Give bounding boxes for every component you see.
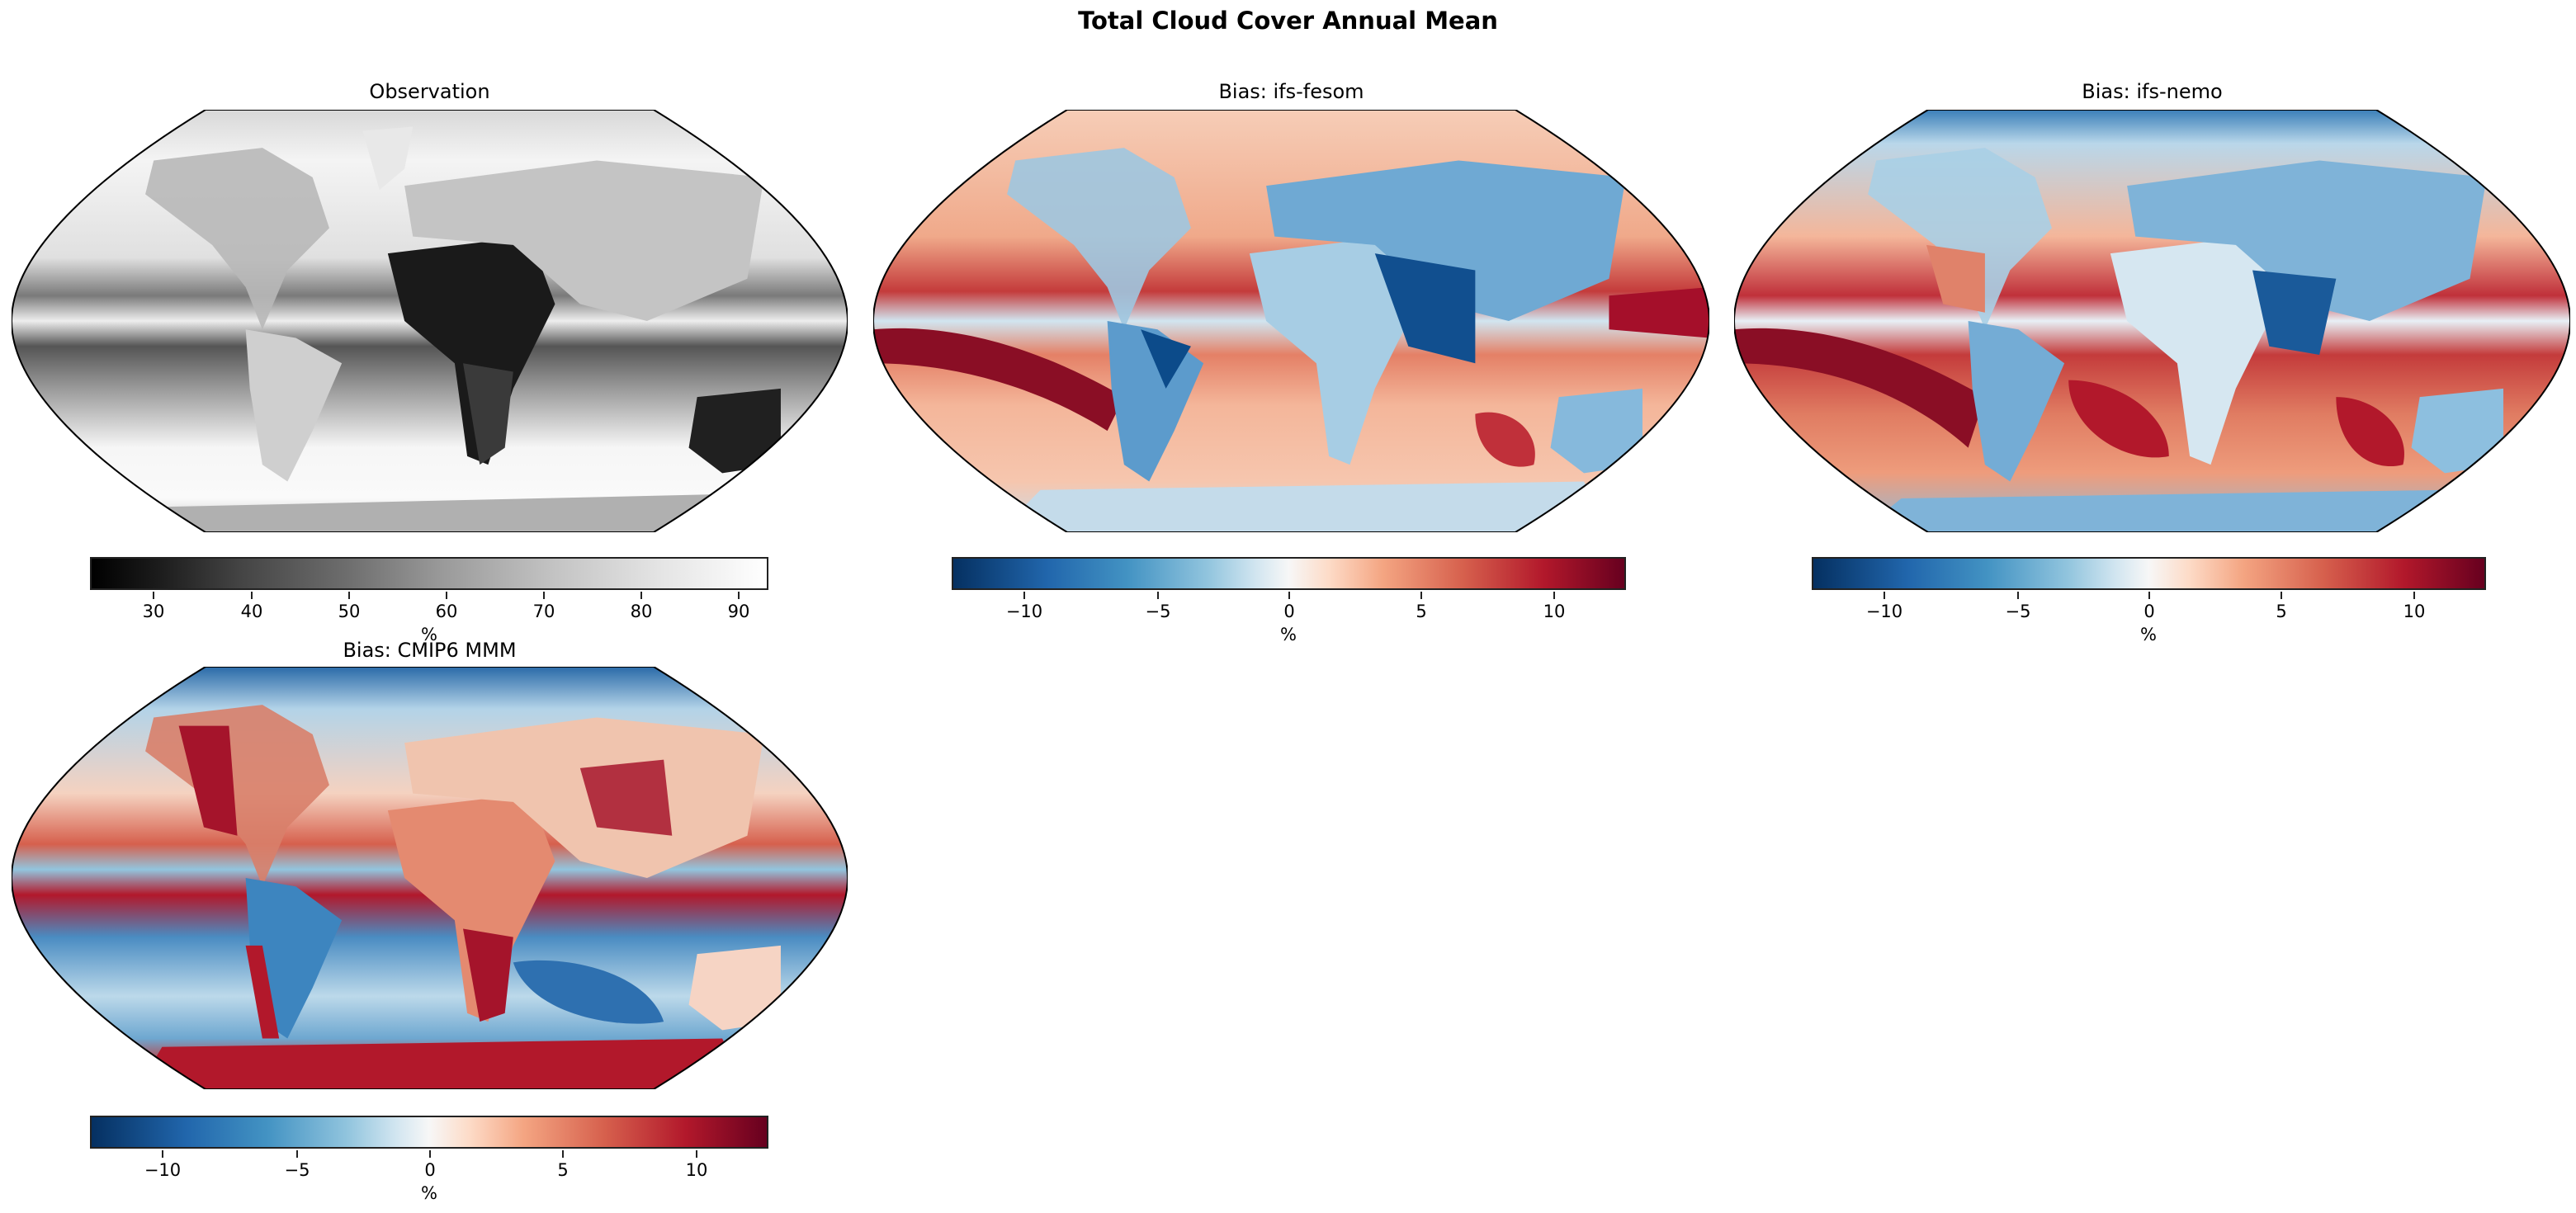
tick-label: 40	[240, 602, 263, 621]
tick-label: 80	[630, 602, 653, 621]
colorbar-label-observation: %	[421, 625, 437, 644]
tick-label: 90	[727, 602, 750, 621]
tick-label: 0	[424, 1160, 436, 1180]
tick-label: −10	[144, 1160, 182, 1180]
map-ifs-fesom	[873, 110, 1709, 532]
tick-label: 5	[1416, 602, 1427, 621]
tick-label: 5	[2276, 602, 2287, 621]
colorbar-observation: 30 40 50 60 70 80 90	[90, 557, 768, 621]
tick-label: 0	[1283, 602, 1295, 621]
tick-label: 50	[338, 602, 361, 621]
tick-label: 70	[532, 602, 555, 621]
colorbar-label-ifs-nemo: %	[2140, 625, 2157, 644]
tick-label: 30	[142, 602, 165, 621]
panel-title-observation: Observation	[369, 80, 490, 103]
colorbar-ifs-fesom: −10 −5 0 5 10	[952, 557, 1626, 621]
tick-label: −10	[1005, 602, 1043, 621]
tick-label: 60	[435, 602, 458, 621]
map-cmip6-mmm	[12, 667, 848, 1089]
tick-label: 0	[2144, 602, 2155, 621]
tick-label: 10	[2403, 602, 2426, 621]
colorbar-label-ifs-fesom: %	[1280, 625, 1297, 644]
tick-label: −5	[284, 1160, 310, 1180]
figure-title: Total Cloud Cover Annual Mean	[1078, 7, 1498, 35]
map-ifs-nemo	[1734, 110, 2570, 532]
colorbar-label-cmip6-mmm: %	[421, 1183, 437, 1203]
panel-title-ifs-fesom: Bias: ifs-fesom	[1218, 80, 1364, 103]
tick-label: 5	[557, 1160, 569, 1180]
tick-label: −5	[1145, 602, 1171, 621]
panel-title-cmip6-mmm: Bias: CMIP6 MMM	[343, 639, 517, 662]
panel-title-ifs-nemo: Bias: ifs-nemo	[2082, 80, 2223, 103]
tick-label: −10	[1865, 602, 1903, 621]
tick-label: −5	[2005, 602, 2031, 621]
map-observation	[12, 110, 848, 532]
tick-label: 10	[685, 1160, 708, 1180]
tick-label: 10	[1543, 602, 1566, 621]
colorbar-ifs-nemo: −10 −5 0 5 10	[1812, 557, 2486, 621]
colorbar-cmip6-mmm: −10 −5 0 5 10	[90, 1116, 768, 1180]
